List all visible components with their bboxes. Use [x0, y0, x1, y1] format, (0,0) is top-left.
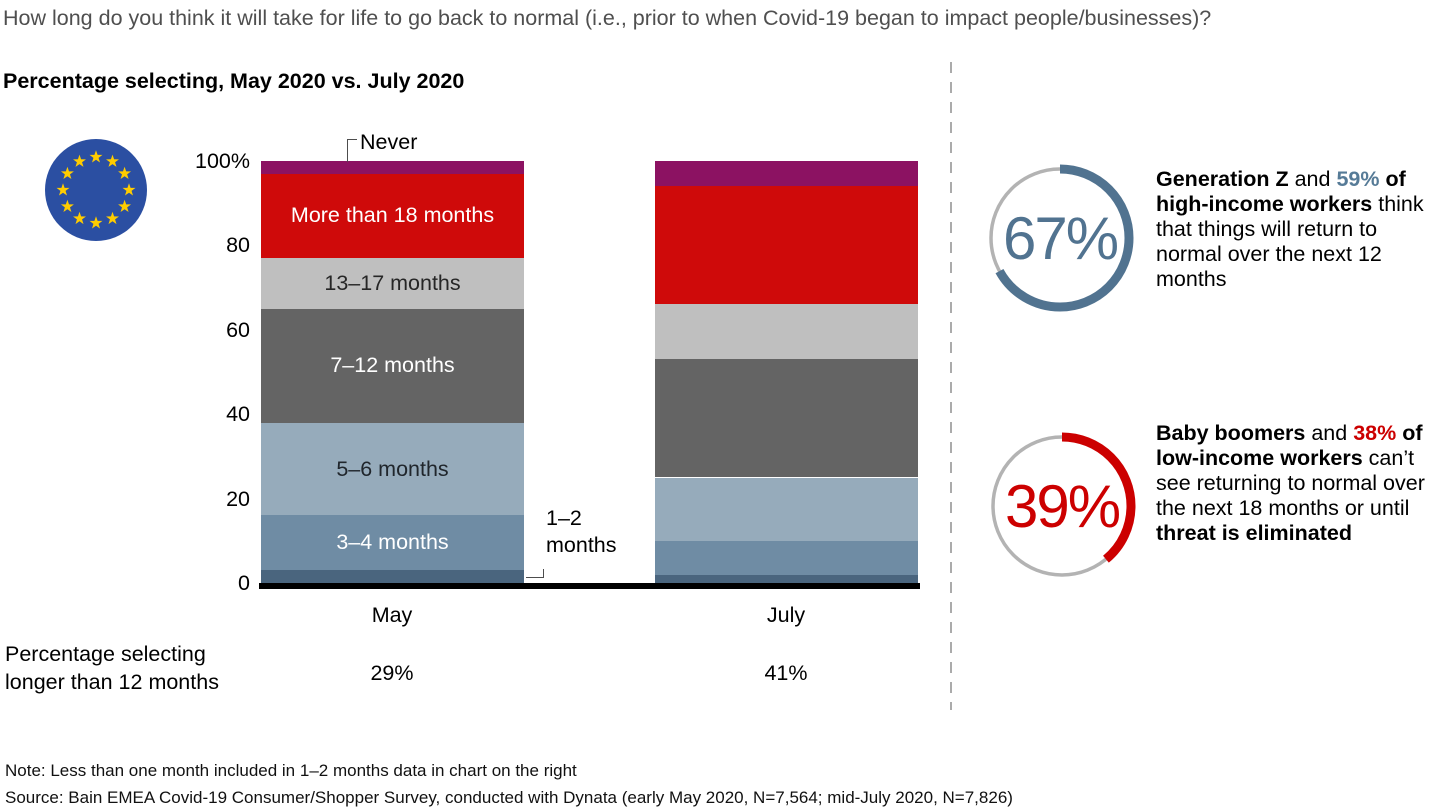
footer-row-label: Percentage selecting longer than 12 mont…: [5, 642, 219, 694]
stat-text-baby-boomers: Baby boomers and 38% of low-income worke…: [1156, 421, 1440, 546]
bar-segment: [655, 304, 918, 360]
bar-segment: [261, 570, 524, 583]
stat-text-part: can’t see returning to normal over the n…: [1156, 446, 1425, 520]
eu-flag-star: [60, 166, 74, 179]
eu-flag-star: [73, 211, 86, 225]
bar-segment: [655, 540, 918, 575]
bar-segment: 5–6 months: [261, 422, 524, 516]
bar-segment: [655, 359, 918, 478]
eu-flag-star: [118, 166, 132, 179]
category-label-may: May: [371, 603, 413, 627]
eu-flag-star: [73, 154, 86, 167]
bar-segment: 7–12 months: [261, 308, 524, 423]
one-two-months-callout-line: [526, 569, 544, 578]
eu-flag-star: [89, 216, 103, 229]
chart-subtitle: Percentage selecting, May 2020 vs. July …: [3, 69, 465, 93]
stat-text-part: of high-income workers: [1156, 167, 1406, 216]
eu-flag-star: [122, 183, 136, 196]
stat-text-part: Generation Z: [1156, 167, 1289, 191]
segment-label: More than 18 months: [290, 203, 495, 228]
stat-text-part: think that things will return to normal …: [1156, 192, 1424, 291]
category-label-july: July: [766, 603, 806, 627]
vertical-dashed-divider: [950, 62, 952, 710]
bar-segment: More than 18 months: [261, 173, 524, 259]
y-axis-tick-label: 80: [226, 233, 250, 258]
stat-text-part: and: [1305, 421, 1354, 445]
footer-value-july: 41%: [764, 661, 808, 685]
donut-value-39: 39%: [1004, 472, 1121, 540]
bar-segment: [261, 161, 524, 174]
donut-value-67: 67%: [1002, 204, 1119, 272]
donut-ring-39: [988, 432, 1136, 580]
bar-segment: [655, 186, 918, 305]
donut-stat-67: 67%: [985, 163, 1135, 313]
donut-ring-67: [986, 164, 1134, 312]
never-segment-label: Never: [360, 130, 418, 154]
stat-text-part: and: [1288, 167, 1337, 191]
eu-flag-star: [89, 150, 103, 163]
bar-segment: [655, 161, 918, 187]
donut-stat-39: 39%: [987, 431, 1137, 581]
eu-flag-icon: [45, 139, 147, 241]
bar-segment: 3–4 months: [261, 515, 524, 571]
y-axis-tick-label: 0: [238, 571, 250, 595]
segment-label: 5–6 months: [336, 456, 449, 481]
source-text: Source: Bain EMEA Covid-19 Consumer/Shop…: [5, 788, 1013, 807]
never-callout-line: [347, 139, 357, 162]
y-axis-tick-label: 60: [226, 317, 250, 342]
note-text: Note: Less than one month included in 1–…: [5, 761, 577, 780]
page-title: How long do you think it will take for l…: [3, 6, 1212, 30]
eu-flag-star: [60, 199, 74, 212]
segment-label: 3–4 months: [336, 530, 449, 555]
stat-text-part: of low-income workers: [1156, 421, 1423, 470]
eu-flag-star: [56, 183, 70, 196]
stat-text-part: 38%: [1353, 421, 1397, 445]
x-axis-line: [259, 583, 920, 589]
one-two-months-segment-label: 1–2 months: [546, 506, 617, 557]
bar-segment: [655, 574, 918, 583]
eu-flag-star: [118, 199, 132, 212]
y-axis-tick-label: 20: [226, 486, 250, 511]
stat-text-part: 59%: [1336, 167, 1380, 191]
y-axis-tick-label: 100%: [195, 149, 250, 173]
eu-flag-star: [106, 154, 119, 167]
stat-text-generation-z: Generation Z and 59% of high-income work…: [1156, 167, 1440, 292]
segment-label: 7–12 months: [330, 353, 455, 378]
y-axis-tick-label: 40: [226, 402, 250, 427]
bar-segment: 13–17 months: [261, 258, 524, 309]
bar-segment: [655, 477, 918, 541]
stat-text-part: Baby boomers: [1156, 421, 1306, 445]
stat-text-part: threat is eliminated: [1156, 521, 1352, 545]
eu-flag-star: [106, 211, 119, 225]
footer-value-may: 29%: [370, 661, 414, 685]
segment-label: 13–17 months: [324, 270, 461, 295]
